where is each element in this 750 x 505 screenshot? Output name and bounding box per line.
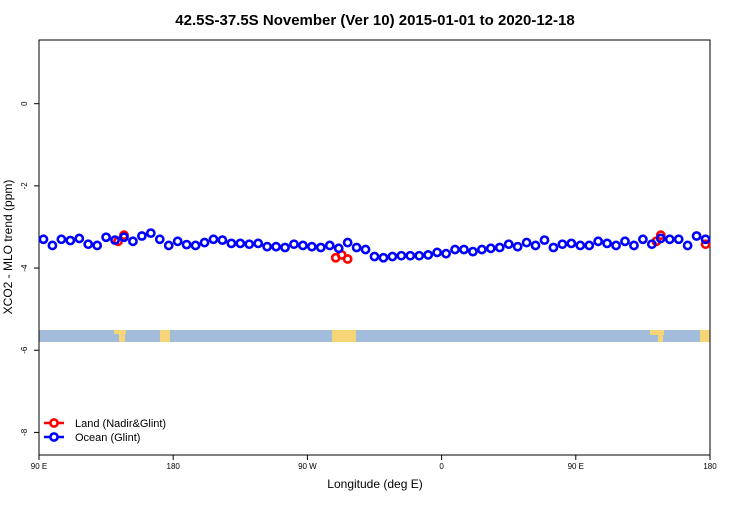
point xyxy=(199,237,210,248)
point xyxy=(217,235,228,246)
point xyxy=(119,232,129,243)
y-tick-label: -4 xyxy=(20,264,29,272)
point xyxy=(512,241,523,252)
point xyxy=(655,233,666,244)
point xyxy=(145,228,156,239)
point xyxy=(611,240,621,251)
point xyxy=(485,243,496,254)
point xyxy=(602,238,613,249)
point xyxy=(289,239,299,250)
point xyxy=(459,244,469,255)
point xyxy=(342,254,353,264)
point xyxy=(468,246,478,257)
point xyxy=(620,236,630,247)
point xyxy=(414,250,425,261)
point xyxy=(405,250,416,261)
point xyxy=(271,241,281,252)
point xyxy=(38,234,49,245)
point xyxy=(298,240,308,251)
point xyxy=(584,240,595,251)
point xyxy=(262,241,273,252)
point xyxy=(333,243,344,254)
point xyxy=(673,234,684,245)
point xyxy=(56,234,67,245)
point xyxy=(432,247,443,258)
point xyxy=(539,235,550,246)
point xyxy=(154,234,165,245)
x-tick-label: 0 xyxy=(439,462,444,471)
point xyxy=(172,236,183,247)
point xyxy=(423,249,434,260)
point xyxy=(530,240,541,251)
point xyxy=(208,234,219,245)
y-tick-label: 0 xyxy=(20,101,29,106)
point xyxy=(235,238,246,249)
point xyxy=(253,238,264,249)
point xyxy=(306,241,317,252)
y-tick-label: -6 xyxy=(20,346,29,354)
legend-marker xyxy=(49,418,59,428)
point xyxy=(101,232,111,243)
plot-frame xyxy=(38,39,711,456)
point xyxy=(476,244,487,255)
chart-title: 42.5S-37.5S November (Ver 10) 2015-01-01… xyxy=(175,12,574,29)
point xyxy=(566,238,577,249)
y-axis-label: XCO2 - MLO trend (ppm) xyxy=(1,180,15,315)
point xyxy=(548,242,559,253)
point xyxy=(92,240,103,251)
x-tick-label: 180 xyxy=(167,462,181,471)
point xyxy=(700,239,711,250)
x-tick-label: 90 E xyxy=(568,462,584,471)
point xyxy=(244,239,255,250)
point xyxy=(369,251,380,262)
point xyxy=(110,235,120,246)
point xyxy=(387,251,398,262)
point xyxy=(128,236,138,247)
point xyxy=(700,234,711,245)
point xyxy=(83,239,94,250)
y-tick-label: -2 xyxy=(20,182,29,190)
point xyxy=(163,240,174,251)
point xyxy=(136,231,147,241)
point xyxy=(360,244,371,255)
legend-marker xyxy=(49,432,59,442)
point xyxy=(691,231,702,241)
point xyxy=(351,242,362,253)
point xyxy=(181,239,192,250)
point xyxy=(190,240,201,251)
x-tick-label: 90 E xyxy=(31,462,47,471)
point xyxy=(503,239,514,250)
legend-label: Ocean (Glint) xyxy=(75,432,140,444)
point xyxy=(324,240,335,251)
point xyxy=(47,240,58,251)
x-tick-label: 90 W xyxy=(298,462,317,471)
y-tick-label: -8 xyxy=(20,428,29,436)
legend-label: Land (Nadir&Glint) xyxy=(75,418,166,430)
point xyxy=(396,250,407,261)
point xyxy=(664,234,675,245)
point xyxy=(646,239,657,250)
point xyxy=(315,242,326,253)
point xyxy=(629,240,639,251)
point xyxy=(342,237,353,248)
point xyxy=(593,236,604,247)
land-sea-strip xyxy=(39,330,710,342)
point xyxy=(378,252,389,263)
point xyxy=(450,244,460,255)
point xyxy=(280,242,290,253)
point xyxy=(494,242,505,253)
point xyxy=(638,234,648,245)
point xyxy=(441,248,451,259)
x-tick-label: 180 xyxy=(703,462,717,471)
point xyxy=(521,237,532,248)
point xyxy=(65,235,76,246)
point xyxy=(557,239,568,250)
point xyxy=(575,240,586,251)
point xyxy=(682,240,693,251)
x-axis-label: Longitude (deg E) xyxy=(327,477,422,491)
point xyxy=(74,233,85,244)
point xyxy=(226,238,237,249)
